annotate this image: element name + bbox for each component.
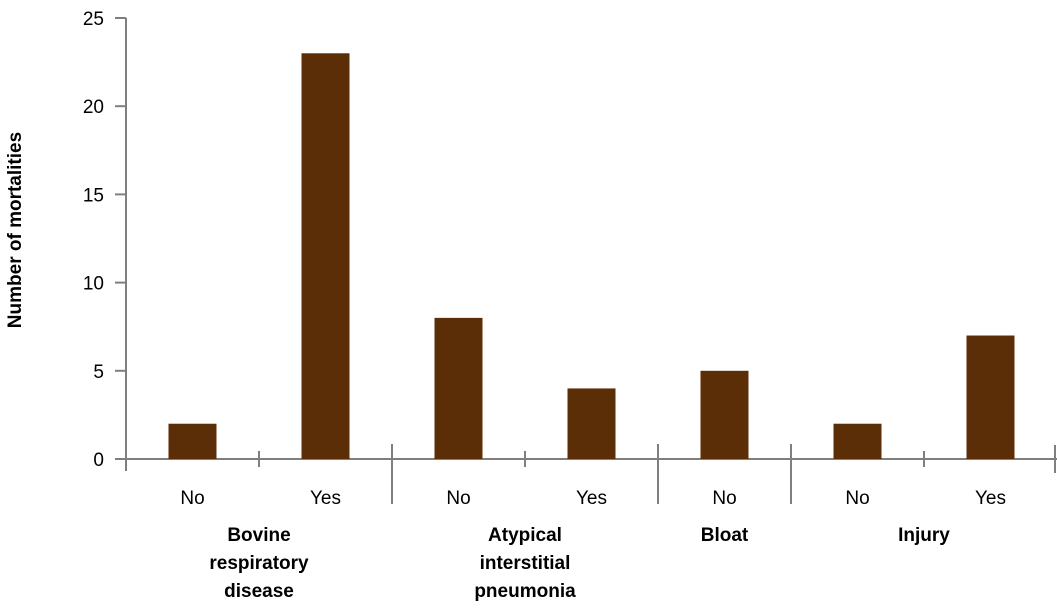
bar xyxy=(567,388,616,459)
x-category-label: No xyxy=(180,488,204,509)
group-label: Bovine xyxy=(227,525,290,546)
x-category-label: No xyxy=(446,488,470,509)
y-tick-label: 0 xyxy=(93,450,104,471)
bar xyxy=(833,423,882,459)
group-label: respiratory xyxy=(209,553,309,574)
category-labels: No Yes Bovine respiratory disease No Yes Atypic… xyxy=(180,488,1006,602)
group-label: pneumonia xyxy=(474,581,576,602)
y-axis: 0 5 10 15 20 25 xyxy=(83,9,127,471)
y-tick-label: 15 xyxy=(83,185,104,206)
y-tick-label: 20 xyxy=(83,97,104,118)
x-category-label: No xyxy=(845,488,869,509)
bar xyxy=(168,423,217,459)
group-label: Injury xyxy=(898,525,950,546)
x-category-label: No xyxy=(712,488,736,509)
y-tick-label: 10 xyxy=(83,274,104,295)
bar xyxy=(301,53,350,459)
bar xyxy=(700,370,749,459)
y-tick-label: 5 xyxy=(93,362,104,383)
group-label: disease xyxy=(224,581,294,602)
bar xyxy=(966,335,1015,459)
group-label: Atypical xyxy=(488,525,562,546)
y-tick-label: 25 xyxy=(83,9,104,30)
group-label: interstitial xyxy=(480,553,571,574)
bars xyxy=(168,53,1015,459)
y-axis-title: Number of mortalities xyxy=(5,132,26,328)
group-label: Bloat xyxy=(701,525,749,546)
x-category-label: Yes xyxy=(310,488,341,509)
bar xyxy=(434,317,483,459)
x-category-label: Yes xyxy=(975,488,1006,509)
x-category-label: Yes xyxy=(576,488,607,509)
